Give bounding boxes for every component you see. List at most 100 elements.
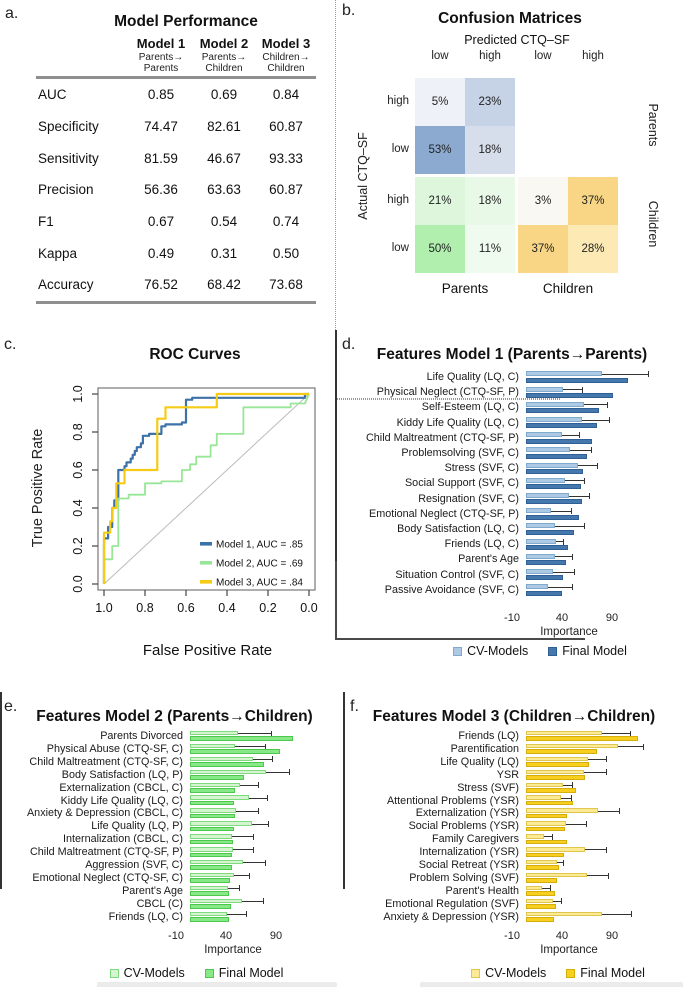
error-cap bbox=[562, 859, 564, 866]
feature-label: Parent's Age bbox=[122, 884, 183, 897]
error-whisker bbox=[587, 759, 606, 761]
cm-cell: 50% bbox=[415, 225, 465, 273]
feature-label: CBCL (C) bbox=[136, 897, 183, 910]
error-cap bbox=[257, 782, 259, 789]
cm-dotted-vline bbox=[335, 0, 336, 199]
error-cap bbox=[551, 833, 553, 840]
final-bar bbox=[525, 762, 589, 767]
cv-bar bbox=[525, 523, 555, 529]
cm-cell: 21% bbox=[415, 177, 465, 225]
feature-importance-chart-model3: Friends (LQ) Parentification Life Quality … bbox=[343, 692, 685, 987]
error-whisker bbox=[235, 810, 258, 812]
error-whisker bbox=[581, 419, 609, 421]
legend-item: Final Model bbox=[204, 966, 284, 980]
cv-bar bbox=[525, 808, 598, 813]
feature-label: Friends (LQ) bbox=[458, 730, 519, 742]
confusion-matrix-grid: low high low high high low high low 5% 23% 53% 18% 2… bbox=[335, 0, 685, 640]
error-cap bbox=[262, 898, 264, 905]
error-whisker bbox=[231, 836, 253, 838]
cm-cell: 23% bbox=[465, 78, 515, 126]
metric-value: 68.42 bbox=[207, 277, 241, 293]
roc-x-tick-label: 1.0 bbox=[95, 601, 112, 615]
error-whisker bbox=[541, 888, 550, 890]
metric-value: 60.87 bbox=[269, 182, 303, 198]
legend-label: Final Model bbox=[218, 966, 284, 980]
roc-curve-model-1 bbox=[102, 392, 309, 584]
error-cap bbox=[583, 477, 585, 484]
feature-label: Physical Neglect (CTQ-SF, P) bbox=[376, 386, 519, 399]
cv-bar bbox=[189, 808, 236, 813]
error-cap bbox=[270, 730, 272, 737]
roc-legend-label: Model 1, AUC = .85 bbox=[216, 540, 303, 551]
cv-bar bbox=[525, 569, 553, 574]
cv-bar bbox=[189, 769, 266, 775]
panel-letter-d: d. bbox=[342, 336, 356, 353]
cv-bar bbox=[525, 477, 565, 483]
error-cap bbox=[571, 553, 573, 560]
cm-row-header: high bbox=[387, 194, 409, 206]
metric-value: 56.36 bbox=[144, 182, 178, 198]
feature-label: Kiddy Life Quality (LQ, C) bbox=[396, 416, 519, 429]
metric-name: Sensitivity bbox=[38, 150, 99, 166]
final-bar bbox=[525, 469, 583, 474]
cm-dotted-hline bbox=[335, 398, 560, 399]
feature-label: Anxiety & Depression (CBCL, C) bbox=[26, 807, 183, 820]
cm-cell: 37% bbox=[568, 177, 618, 225]
legend-swatch bbox=[471, 968, 481, 978]
cv-bar bbox=[525, 508, 551, 514]
roc-y-tick-label: 0.0 bbox=[72, 575, 85, 592]
feature-label: Parents Divorced bbox=[100, 730, 183, 742]
final-bar bbox=[525, 826, 565, 832]
error-whisker bbox=[555, 541, 563, 543]
metric-value: 93.33 bbox=[269, 150, 303, 166]
next-figure-edge-left bbox=[97, 982, 337, 987]
final-bar bbox=[189, 917, 229, 922]
metric-value: 82.61 bbox=[207, 119, 241, 135]
cv-bar bbox=[525, 584, 548, 590]
final-bar bbox=[525, 423, 597, 429]
error-whisker bbox=[556, 862, 563, 864]
error-whisker bbox=[565, 823, 586, 825]
error-cap bbox=[605, 846, 607, 853]
feature-label: Stress (SVF, C) bbox=[444, 462, 519, 475]
final-bar bbox=[189, 800, 234, 806]
error-whisker bbox=[583, 404, 607, 406]
panel-b-title: Confusion Matrices bbox=[438, 10, 582, 27]
metric-value: 0.31 bbox=[210, 245, 238, 261]
cv-bar bbox=[525, 401, 584, 407]
roc-plot-box bbox=[97, 387, 316, 591]
error-cap bbox=[630, 911, 632, 918]
feature-label: Stress (SVF) bbox=[457, 781, 519, 794]
cv-bar bbox=[189, 821, 252, 826]
roc-y-tick-label: 0.8 bbox=[72, 423, 85, 440]
error-cap bbox=[578, 432, 580, 439]
panel-c: c. ROC Curves True Positive Rate False P… bbox=[0, 330, 335, 692]
final-bar bbox=[189, 736, 293, 741]
error-whisker bbox=[552, 571, 574, 573]
error-cap bbox=[267, 820, 269, 827]
table-bottom-rule bbox=[36, 300, 316, 304]
error-whisker bbox=[233, 875, 249, 877]
final-bar bbox=[189, 813, 235, 819]
metric-value: 74.47 bbox=[144, 119, 178, 135]
roc-x-tick-label: 0.6 bbox=[177, 601, 194, 615]
chart-legend: CV-Models Final Model bbox=[50, 966, 343, 980]
panel-a: a. Model Performance Model 1 Model 2 Model… bbox=[0, 0, 335, 330]
final-bar bbox=[189, 852, 232, 858]
cv-bar bbox=[525, 743, 618, 749]
feature-label: Social Problems (YSR) bbox=[408, 820, 519, 833]
feature-label: Life Quality (LQ, P) bbox=[91, 820, 183, 833]
error-cap bbox=[642, 743, 644, 750]
error-whisker bbox=[237, 733, 271, 735]
x-tick-label: 40 bbox=[555, 930, 569, 942]
legend-item: CV-Models bbox=[109, 966, 185, 980]
final-bar bbox=[189, 775, 244, 780]
final-bar bbox=[525, 749, 597, 754]
metric-value: 76.52 bbox=[144, 277, 178, 293]
error-whisker bbox=[251, 823, 268, 825]
error-cap bbox=[588, 492, 590, 499]
roc-legend-label: Model 3, AUC = .84 bbox=[216, 578, 303, 589]
final-bar bbox=[525, 904, 556, 909]
error-whisker bbox=[239, 784, 258, 786]
final-bar bbox=[525, 917, 554, 922]
